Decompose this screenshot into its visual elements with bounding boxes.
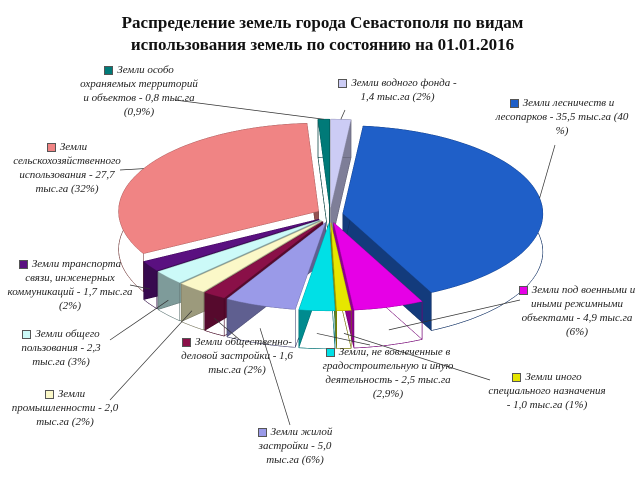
slice-label: Земли общественно-деловой застройки - 1,… xyxy=(176,335,298,377)
slice-value: 2,3 тыс.га (3%) xyxy=(32,342,101,368)
slice-name: Земли водного фонда - xyxy=(351,77,457,89)
slice-label: Земли общего пользования - 2,3 тыс.га (3… xyxy=(6,327,116,369)
legend-swatch xyxy=(182,337,192,347)
slice xyxy=(333,221,423,311)
leader-line xyxy=(539,144,556,199)
slice-name: Земли особо охраняемых территорий и объе… xyxy=(80,64,198,104)
slice-value: 1,7 тыс.га (2%) xyxy=(59,286,133,312)
slice-name: Земли общественно-деловой застройки - xyxy=(181,336,292,362)
slice-name: Земли общего пользования - xyxy=(21,328,100,354)
slice xyxy=(143,218,320,271)
legend-swatch xyxy=(46,142,56,152)
legend-swatch xyxy=(257,427,267,437)
slice-label: Земли особо охраняемых территорий и объе… xyxy=(80,63,198,119)
slice-label: Земли лесничеств и лесопарков - 35,5 тыс… xyxy=(492,96,632,138)
slice-value: 0,8 тыс.га (0,9%) xyxy=(123,92,195,118)
slice-value: 1,0 тыс.га (1%) xyxy=(513,399,588,411)
leader-line xyxy=(316,333,371,346)
slice xyxy=(317,118,330,208)
slice-label: Земли сельскохозяйственного использовани… xyxy=(6,140,128,196)
legend-swatch xyxy=(338,78,348,88)
slice-value: 4,9 тыс.га (6%) xyxy=(566,312,633,338)
slice-value: 2,5 тыс.га (2,9%) xyxy=(372,374,451,400)
pie-tops xyxy=(118,118,544,312)
slice xyxy=(298,222,336,312)
slice-label: Земли, не вовлеченные в градостроительну… xyxy=(322,345,454,401)
slice-label: Земли транспорта связи, инженерных комму… xyxy=(6,257,134,313)
slice-value: 27,7 тыс.га (32%) xyxy=(35,169,115,195)
legend-swatch xyxy=(518,285,528,295)
leader-line xyxy=(259,328,291,426)
legend-swatch xyxy=(325,347,335,357)
slice xyxy=(157,219,321,284)
slice-label: Земли водного фонда - 1,4 тыс.га (2%) xyxy=(335,76,460,104)
leader-line xyxy=(129,284,151,290)
legend-swatch xyxy=(22,329,32,339)
slice xyxy=(204,221,324,299)
slice-name: Земли жилой застройки - xyxy=(258,426,333,452)
slice-name: Земли сельскохозяйственного использовани… xyxy=(13,141,121,181)
slice-label: Земли под военными и иными режимными объ… xyxy=(518,283,636,339)
leader-line xyxy=(174,99,324,120)
legend-swatch xyxy=(44,389,54,399)
slice-label: Земли жилой застройки - 5,0 тыс.га (6%) xyxy=(245,425,345,467)
slice-label: Земли промышленности - 2,0 тыс.га (2%) xyxy=(6,387,124,429)
slice-name: Земли иного специального назначения - xyxy=(488,371,606,411)
leader-line xyxy=(343,333,491,381)
chart-title: Распределение земель города Севастополя … xyxy=(121,13,524,54)
slice-value: 1,4 тыс.га (2%) xyxy=(360,91,435,103)
slice-value: 35,5 тыс.га (40 %) xyxy=(555,111,629,137)
leader-line xyxy=(119,168,144,171)
slice xyxy=(330,118,352,208)
leader-line xyxy=(214,317,241,341)
legend-swatch xyxy=(509,98,519,108)
slice xyxy=(180,220,322,293)
slice-name: Земли лесничеств и лесопарков - xyxy=(495,97,615,123)
slice-name: Земли транспорта связи, инженерных комму… xyxy=(7,258,122,298)
leader-line xyxy=(340,109,346,120)
leader-line xyxy=(109,299,169,341)
slice-value: 2,0 тыс.га (2%) xyxy=(36,402,119,428)
legend-swatch xyxy=(18,259,28,269)
slice-value: 1,6 тыс.га (2%) xyxy=(208,350,293,376)
slice xyxy=(330,222,352,311)
slice-value: 5,0 тыс.га (6%) xyxy=(266,440,332,466)
leader-line xyxy=(109,310,193,401)
slice-name: Земли, не вовлеченные в градостроительну… xyxy=(322,346,454,386)
slice-name: Земли промышленности - xyxy=(11,388,102,414)
slice-name: Земли под военными и иными режимными объ… xyxy=(521,284,636,324)
leader-line xyxy=(388,299,521,331)
legend-swatch xyxy=(104,65,114,75)
slice xyxy=(226,221,327,310)
legend-swatch xyxy=(512,372,522,382)
slice-label: Земли иного специального назначения - 1,… xyxy=(486,370,608,412)
